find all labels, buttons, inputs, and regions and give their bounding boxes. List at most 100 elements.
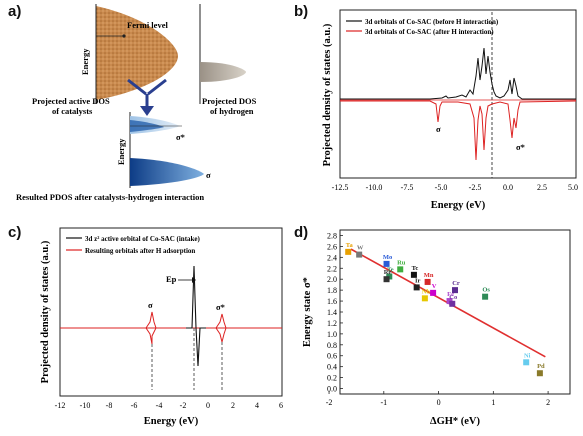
- panel-c-sigma: σ: [148, 300, 153, 310]
- panel-d-label: d): [294, 224, 309, 241]
- panel-b-xticks: -12.5 -10.0 -7.5 -5.0 -2.5 0.0 2.5 5.0: [332, 183, 578, 192]
- panel-c: c) 3d z² active orbital of Co-SAC (intak…: [0, 216, 290, 431]
- panel-c-chart: 3d z² active orbital of Co-SAC (intake) …: [40, 227, 283, 427]
- after-h-curve: [340, 100, 577, 161]
- xtick: -12.5: [332, 183, 349, 192]
- xtick: -6: [131, 401, 138, 410]
- ep-label: Ep: [166, 274, 177, 284]
- point-label: Mn: [424, 272, 434, 279]
- ytick: 2.8: [327, 231, 337, 240]
- panel-b-chart: 3d orbitals of Co-SAC (before H interact…: [322, 9, 578, 211]
- active-dos-line2: of catalysts: [52, 106, 93, 116]
- scatter-point: [482, 293, 489, 300]
- ytick: 1.8: [327, 286, 337, 295]
- point-label: W: [357, 245, 364, 252]
- ytick: 0.6: [327, 352, 337, 361]
- scatter-point: [449, 300, 456, 307]
- point-label: Pd: [537, 363, 545, 370]
- panel-d-xticks: -2 -1 0 1 2: [326, 391, 550, 407]
- scatter-point: [536, 370, 543, 377]
- panel-c-label: c): [8, 224, 22, 241]
- xtick: 0: [206, 401, 210, 410]
- panel-a-label: a): [8, 3, 22, 20]
- hydrogen-dos-line1: Projected DOS: [202, 96, 257, 106]
- ytick: 1.6: [327, 297, 337, 306]
- active-dos-line1: Projected active DOS: [32, 96, 110, 106]
- scatter-point: [430, 289, 437, 296]
- before-h-curve: [340, 47, 576, 100]
- panel-d: d) 0.0 0.2 0.4 0.6 0.8 1.0 1.2 1.4 1.6 1.8 2.0 2.2 2…: [290, 216, 583, 431]
- point-label: Cr: [452, 280, 460, 287]
- legend-red: Resulting orbitals after H adsorption: [85, 247, 195, 255]
- point-label: Fe: [447, 291, 454, 298]
- xtick: 2.5: [537, 183, 547, 192]
- panel-c-xticks: -12 -10 -8 -6 -4 -2 0 2 4 6: [55, 401, 283, 410]
- hydrogen-dos-shape: [200, 62, 246, 82]
- xtick: 4: [255, 401, 259, 410]
- scatter-point: [356, 251, 363, 258]
- panel-c-ylabel: Projected density of states (a.u.): [40, 240, 51, 383]
- scatter-point: [383, 276, 390, 283]
- point-label: Mo: [383, 254, 392, 261]
- panel-b-label: b): [294, 3, 309, 20]
- energy-label-bottom: Energy: [116, 138, 126, 165]
- panel-c-xlabel: Energy (eV): [144, 416, 199, 427]
- xtick: 2: [231, 401, 235, 410]
- panel-b-ylabel: Projected density of states (a.u.): [322, 23, 333, 166]
- xtick: -2: [180, 401, 187, 410]
- point-label: Os: [482, 287, 490, 294]
- scatter-point: [397, 266, 404, 273]
- xtick: -4: [156, 401, 163, 410]
- ytick: 0.4: [327, 363, 337, 372]
- adsorption-curve: [145, 311, 157, 345]
- legend-black: 3d z² active orbital of Co-SAC (intake): [85, 235, 201, 243]
- ytick: 2.2: [327, 264, 337, 273]
- intake-curve: [186, 265, 206, 367]
- xtick: 6: [279, 401, 283, 410]
- panel-d-chart: 0.0 0.2 0.4 0.6 0.8 1.0 1.2 1.4 1.6 1.8 2.0 2.2 2.4 2…: [302, 229, 571, 427]
- sigma-band: [130, 158, 204, 186]
- scatter-point: [383, 260, 390, 267]
- panel-c-sigma-star: σ*: [216, 302, 225, 312]
- xtick: -10.0: [366, 183, 383, 192]
- xtick: -7.5: [401, 183, 414, 192]
- point-label: Ta: [346, 242, 354, 249]
- scatter-point: [345, 248, 352, 255]
- point-label: Re: [384, 269, 392, 276]
- point-label: Te: [387, 266, 394, 273]
- panel-a: a) Fermi level Energy: [0, 0, 290, 215]
- ytick: 0.8: [327, 341, 337, 350]
- panel-d-yticks: 0.0 0.2 0.4 0.6 0.8 1.0 1.2 1.4 1.6 1.8 2.0 2.2 2.4 2…: [327, 231, 343, 394]
- scatter-point: [523, 359, 530, 366]
- xtick: 5.0: [568, 183, 578, 192]
- xtick: 0: [437, 398, 441, 407]
- point-label: Tc: [412, 265, 419, 272]
- ytick: 0.2: [327, 374, 337, 383]
- panel-b-sigma: σ: [436, 124, 441, 134]
- point-label: Nb: [422, 288, 431, 295]
- point-label: V: [432, 283, 437, 290]
- point-label: Ni: [524, 352, 531, 359]
- point-label: Co: [449, 294, 457, 301]
- catalyst-dos-shape: [96, 6, 178, 100]
- xtick: -1: [380, 398, 387, 407]
- scatter-point: [410, 271, 417, 278]
- sigma-label: σ: [206, 170, 211, 180]
- xtick: -10: [80, 401, 91, 410]
- xtick: 1: [491, 398, 495, 407]
- panel-b-xlabel: Energy (eV): [431, 200, 486, 211]
- panel-d-ylabel: Energy state σ*: [302, 277, 313, 347]
- xtick: -2.5: [469, 183, 482, 192]
- xtick: 0.0: [503, 183, 513, 192]
- ytick: 1.4: [327, 308, 337, 317]
- sigma-star-label: σ*: [176, 132, 185, 142]
- point-label: Ru: [397, 259, 406, 266]
- legend-black: 3d orbitals of Co-SAC (before H interact…: [365, 18, 499, 26]
- scatter-point: [413, 284, 420, 291]
- panel-a-schematic: Fermi level Energy Projected active DOS …: [16, 4, 257, 202]
- ytick: 1.0: [327, 330, 337, 339]
- xtick: 2: [546, 398, 550, 407]
- xtick: -8: [106, 401, 113, 410]
- panel-a-caption: Resulted PDOS after catalysts-hydrogen i…: [16, 192, 204, 202]
